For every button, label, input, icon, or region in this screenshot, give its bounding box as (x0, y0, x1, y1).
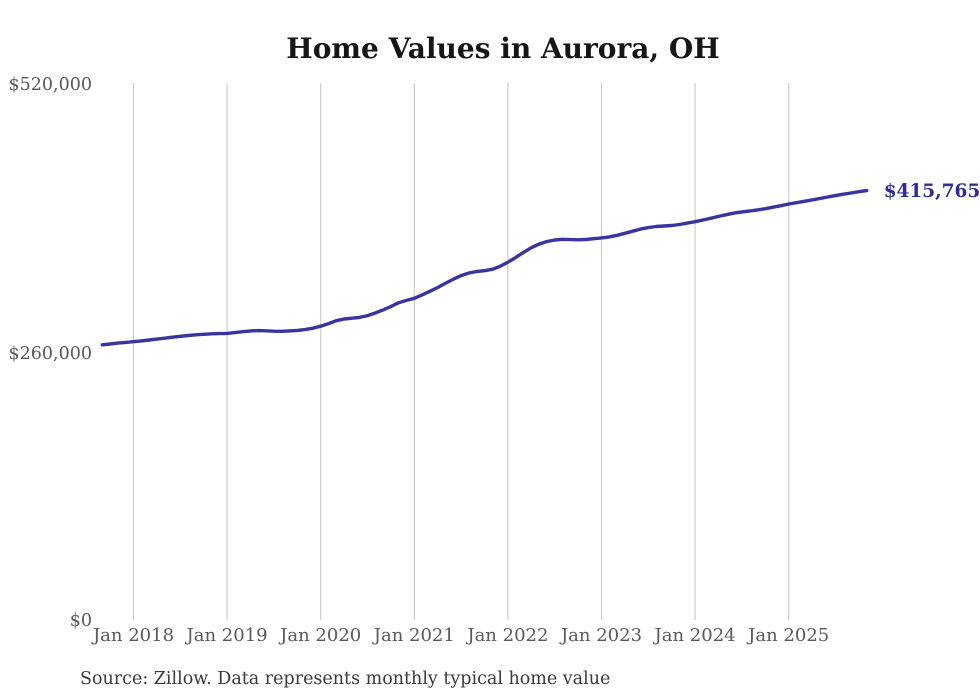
y-tick-label-0: $0 (70, 611, 92, 631)
last-value-label: $415,765 (884, 181, 980, 202)
chart-title: Home Values in Aurora, OH (286, 32, 719, 65)
x-tick-label: Jan 2024 (653, 625, 736, 646)
x-tick-label: Jan 2021 (372, 625, 455, 646)
home-value-line (100, 188, 869, 347)
x-axis-labels: Jan 2018 Jan 2019 Jan 2020 Jan 2021 Jan 2022… (91, 625, 829, 646)
x-tick-label: Jan 2019 (185, 625, 268, 646)
x-tick-label: Jan 2018 (91, 625, 174, 646)
source-note: Source: Zillow. Data represents monthly … (80, 669, 610, 689)
x-tick-label: Jan 2025 (746, 625, 829, 646)
y-tick-label-520000: $520,000 (8, 75, 92, 95)
y-tick-label-260000: $260,000 (8, 344, 92, 364)
x-tick-label: Jan 2022 (465, 625, 548, 646)
vertical-gridlines (132, 83, 790, 620)
x-tick-label: Jan 2023 (559, 625, 642, 646)
x-tick-label: Jan 2020 (278, 625, 361, 646)
